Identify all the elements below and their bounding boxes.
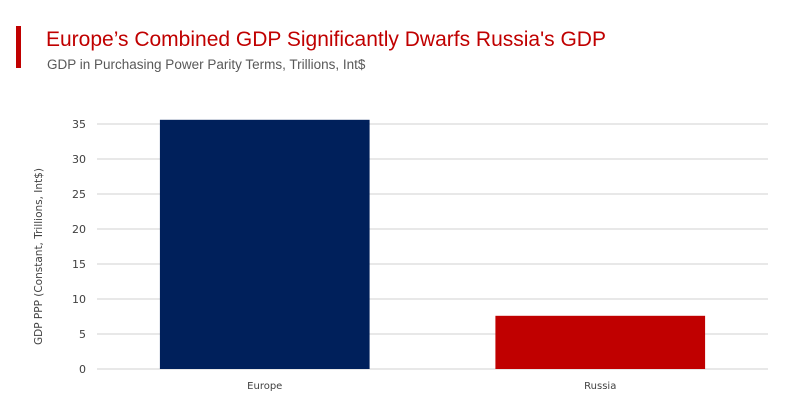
x-axis-ticks: Europe Russia	[247, 381, 616, 392]
bars	[159, 119, 706, 369]
chart-title: Europe’s Combined GDP Significantly Dwar…	[46, 28, 606, 51]
y-tick-label: 25	[72, 188, 86, 201]
y-axis-label: GDP PPP (Constant, Trillions, Int$)	[33, 168, 45, 345]
title-accent-bar	[16, 26, 21, 68]
x-tick-label: Europe	[247, 381, 282, 392]
bar-russia	[495, 315, 706, 369]
y-axis-ticks: 0 5 10 15 20 25 30 35	[72, 118, 86, 376]
y-tick-label: 30	[72, 153, 86, 166]
y-tick-label: 15	[72, 258, 86, 271]
bar-europe	[159, 119, 370, 369]
y-tick-label: 35	[72, 118, 86, 131]
x-tick-label: Russia	[584, 381, 616, 392]
chart-subtitle: GDP in Purchasing Power Parity Terms, Tr…	[47, 57, 366, 72]
y-tick-label: 0	[79, 363, 86, 376]
y-tick-label: 20	[72, 223, 86, 236]
y-tick-label: 10	[72, 293, 86, 306]
y-tick-label: 5	[79, 328, 86, 341]
